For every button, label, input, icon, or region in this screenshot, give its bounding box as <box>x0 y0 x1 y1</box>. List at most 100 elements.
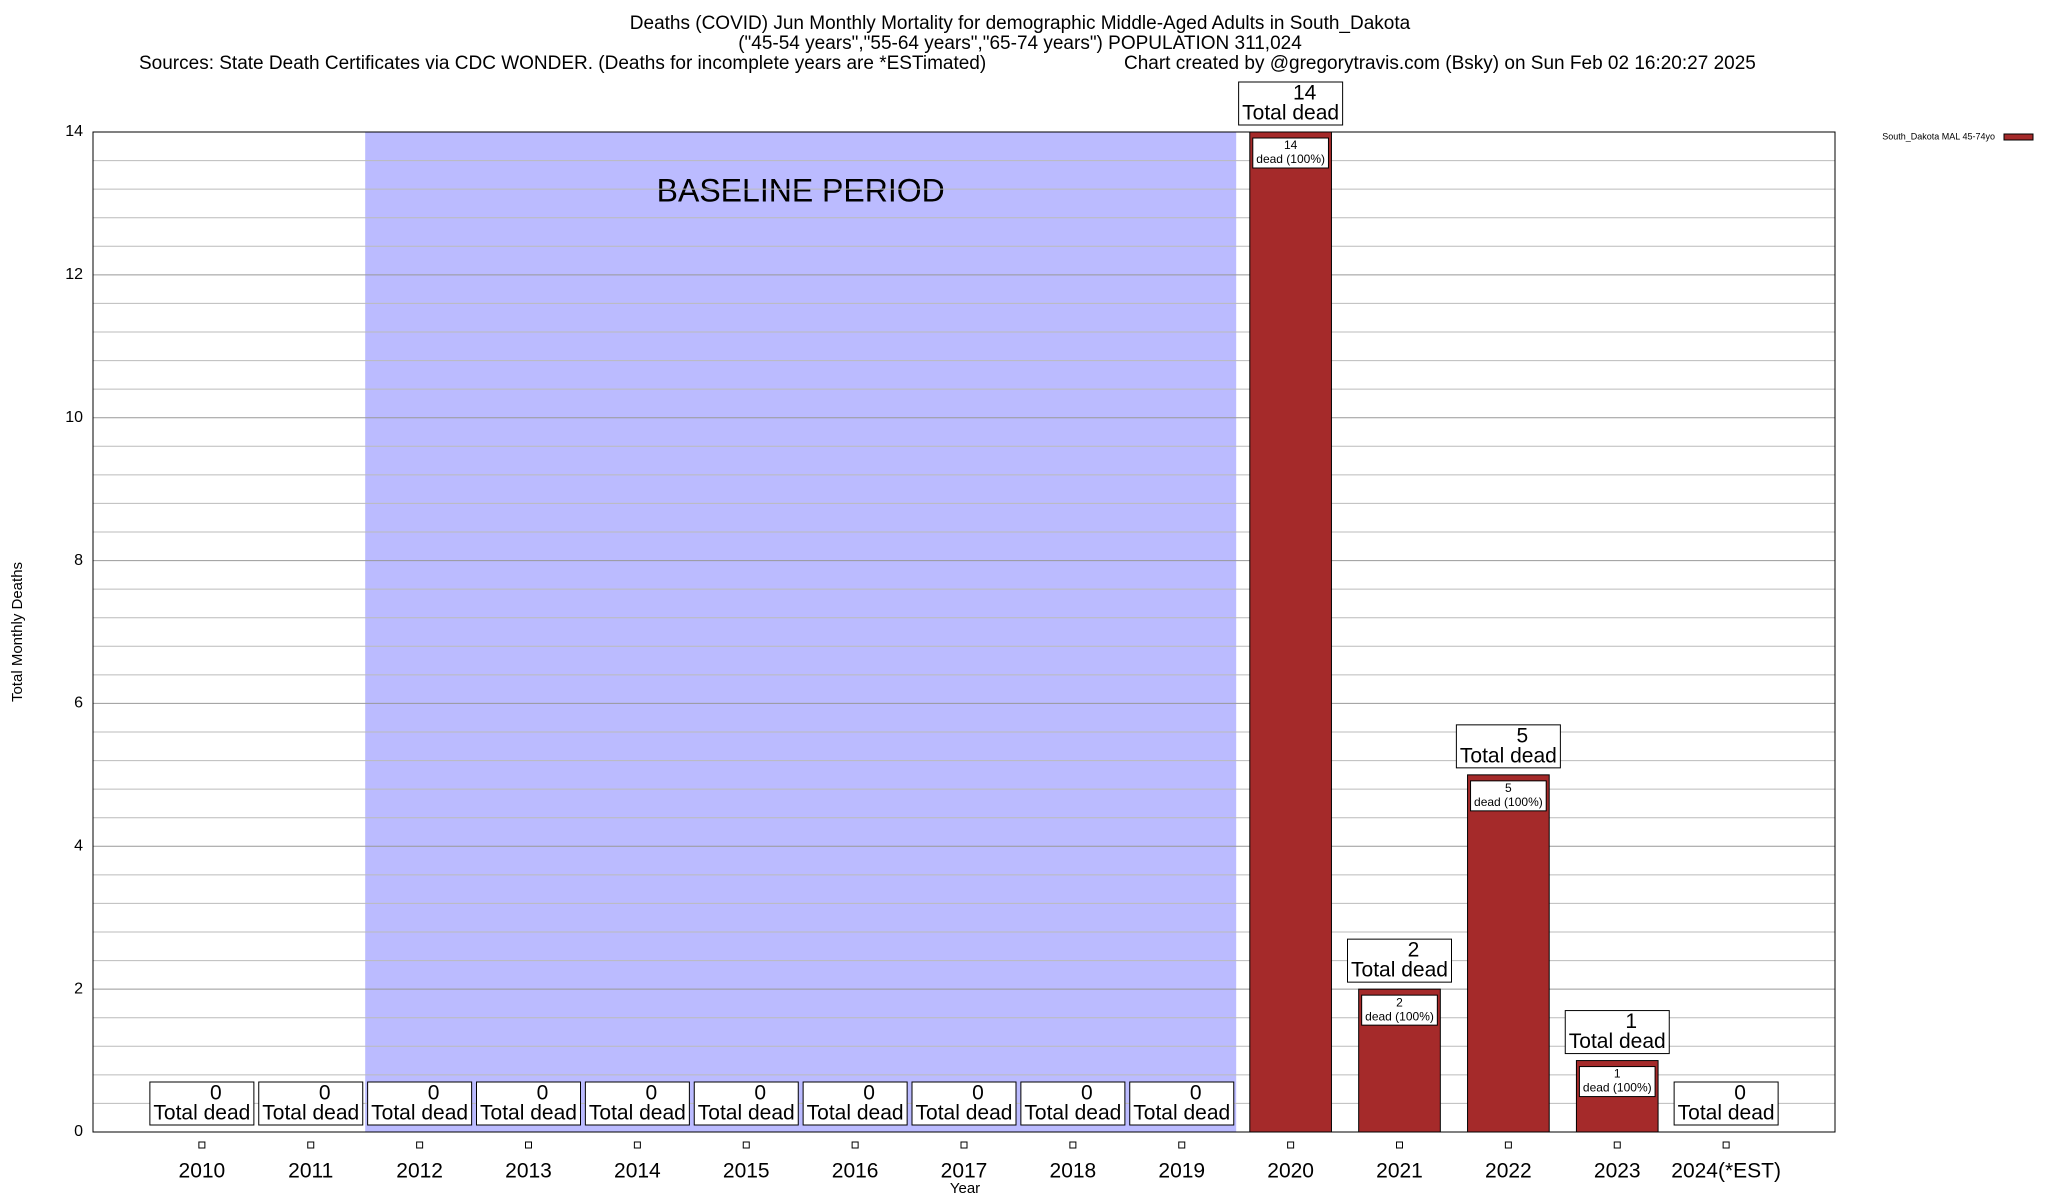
total-label: Total dead <box>262 1102 359 1125</box>
x-tick-label: 2012 <box>396 1160 443 1183</box>
tick-marker <box>1178 1141 1186 1149</box>
x-tick-label: 2023 <box>1594 1160 1641 1183</box>
total-value-label: 0 <box>319 1082 331 1105</box>
baseline-label: BASELINE PERIOD <box>657 172 945 208</box>
tick-marker <box>1504 1141 1512 1149</box>
total-value-label: 0 <box>646 1082 658 1105</box>
segment-label: dead (100%) <box>1474 795 1543 809</box>
tick-marker <box>633 1141 641 1149</box>
bar <box>1467 774 1550 1133</box>
tick-marker <box>525 1141 532 1149</box>
y-tick-label: 6 <box>74 695 83 712</box>
plot-frame <box>92 131 1836 1133</box>
total-value-label: 0 <box>1190 1082 1202 1105</box>
y-tick-label: 2 <box>74 980 83 997</box>
label-box <box>258 1081 364 1126</box>
total-value-label: 0 <box>210 1082 222 1105</box>
segment-label: dead (100%) <box>1583 1081 1652 1095</box>
total-value-label: 5 <box>1517 724 1529 747</box>
label-box <box>1361 994 1438 1026</box>
x-tick-label: 2020 <box>1267 1160 1314 1183</box>
y-axis-label: Total Monthly Deaths <box>9 562 26 702</box>
total-label: Total dead <box>371 1102 468 1125</box>
tick-marker <box>1069 1141 1077 1149</box>
total-label: Total dead <box>153 1102 250 1125</box>
tick-marker <box>198 1141 206 1149</box>
label-box <box>1252 137 1329 169</box>
x-tick-label: 2017 <box>941 1160 988 1183</box>
total-label: Total dead <box>698 1102 795 1125</box>
segment-value-label: 14 <box>1284 138 1298 152</box>
total-value-label: 0 <box>537 1082 549 1105</box>
x-tick-label: 2011 <box>288 1160 333 1183</box>
tick-marker <box>1613 1141 1621 1149</box>
chart-sources: Sources: State Death Certificates via CD… <box>139 53 986 74</box>
total-value-label: 1 <box>1625 1010 1637 1033</box>
label-box <box>476 1081 581 1126</box>
x-tick-label: 2010 <box>179 1160 226 1183</box>
segment-value-label: 2 <box>1396 995 1403 1009</box>
x-axis-label: Year <box>950 1180 980 1197</box>
total-label: Total dead <box>1024 1102 1121 1125</box>
tick-marker <box>960 1141 968 1149</box>
total-value-label: 0 <box>863 1082 875 1105</box>
y-tick-label: 8 <box>74 552 83 569</box>
total-value-label: 0 <box>1734 1082 1746 1105</box>
bar <box>1249 131 1332 1133</box>
total-value-label: 0 <box>754 1082 766 1105</box>
segment-value-label: 1 <box>1614 1067 1621 1081</box>
tick-marker <box>1287 1141 1295 1149</box>
y-tick-label: 14 <box>65 123 83 140</box>
total-value-label: 2 <box>1408 939 1420 962</box>
total-label: Total dead <box>1460 744 1557 767</box>
label-box <box>802 1081 908 1126</box>
label-box <box>1578 1066 1656 1098</box>
chart-subtitle: ("45-54 years","55-64 years","65-74 year… <box>738 33 1302 54</box>
x-tick-label: 2024(*EST) <box>1671 1160 1781 1183</box>
tick-marker <box>416 1141 424 1149</box>
label-box <box>1455 724 1561 769</box>
x-tick-label: 2015 <box>723 1160 770 1183</box>
total-label: Total dead <box>1678 1102 1775 1125</box>
label-box <box>1238 81 1344 126</box>
chart-credit: Chart created by @gregorytravis.com (Bsk… <box>1124 53 1756 74</box>
total-label: Total dead <box>807 1102 904 1125</box>
x-tick-label: 2013 <box>505 1160 552 1183</box>
y-tick-label: 12 <box>65 266 83 283</box>
y-tick-label: 10 <box>65 409 83 426</box>
label-box <box>1020 1081 1126 1126</box>
legend-swatch <box>2003 133 2034 141</box>
total-label: Total dead <box>1569 1030 1666 1053</box>
total-label: Total dead <box>1133 1102 1230 1125</box>
x-tick-label: 2016 <box>832 1160 879 1183</box>
x-tick-label: 2022 <box>1485 1160 1532 1183</box>
label-box <box>1129 1081 1235 1126</box>
total-label: Total dead <box>916 1102 1013 1125</box>
segment-value-label: 5 <box>1505 781 1512 795</box>
label-box <box>1347 938 1452 983</box>
legend-label: South_Dakota MAL 45-74yo <box>1882 131 1995 141</box>
segment-label: dead (100%) <box>1256 152 1325 166</box>
label-box <box>584 1081 690 1126</box>
label-box <box>149 1081 255 1126</box>
label-box <box>1564 1010 1670 1055</box>
x-tick-label: 2014 <box>614 1160 661 1183</box>
y-tick-label: 4 <box>74 838 83 855</box>
total-value-label: 0 <box>428 1082 440 1105</box>
tick-marker <box>1722 1141 1730 1149</box>
total-value-label: 0 <box>1081 1082 1093 1105</box>
total-value-label: 0 <box>972 1082 984 1105</box>
x-tick-label: 2021 <box>1376 1160 1423 1183</box>
label-box <box>911 1081 1017 1126</box>
chart-title: Deaths (COVID) Jun Monthly Mortality for… <box>630 13 1411 34</box>
total-label: Total dead <box>1242 102 1339 125</box>
x-tick-label: 2018 <box>1050 1160 1097 1183</box>
total-label: Total dead <box>480 1102 577 1125</box>
total-label: Total dead <box>1351 959 1448 982</box>
x-tick-label: 2019 <box>1158 1160 1205 1183</box>
label-box <box>1673 1081 1779 1126</box>
label-box <box>693 1081 799 1126</box>
total-value-label: 14 <box>1293 82 1317 105</box>
tick-marker <box>1396 1141 1403 1149</box>
